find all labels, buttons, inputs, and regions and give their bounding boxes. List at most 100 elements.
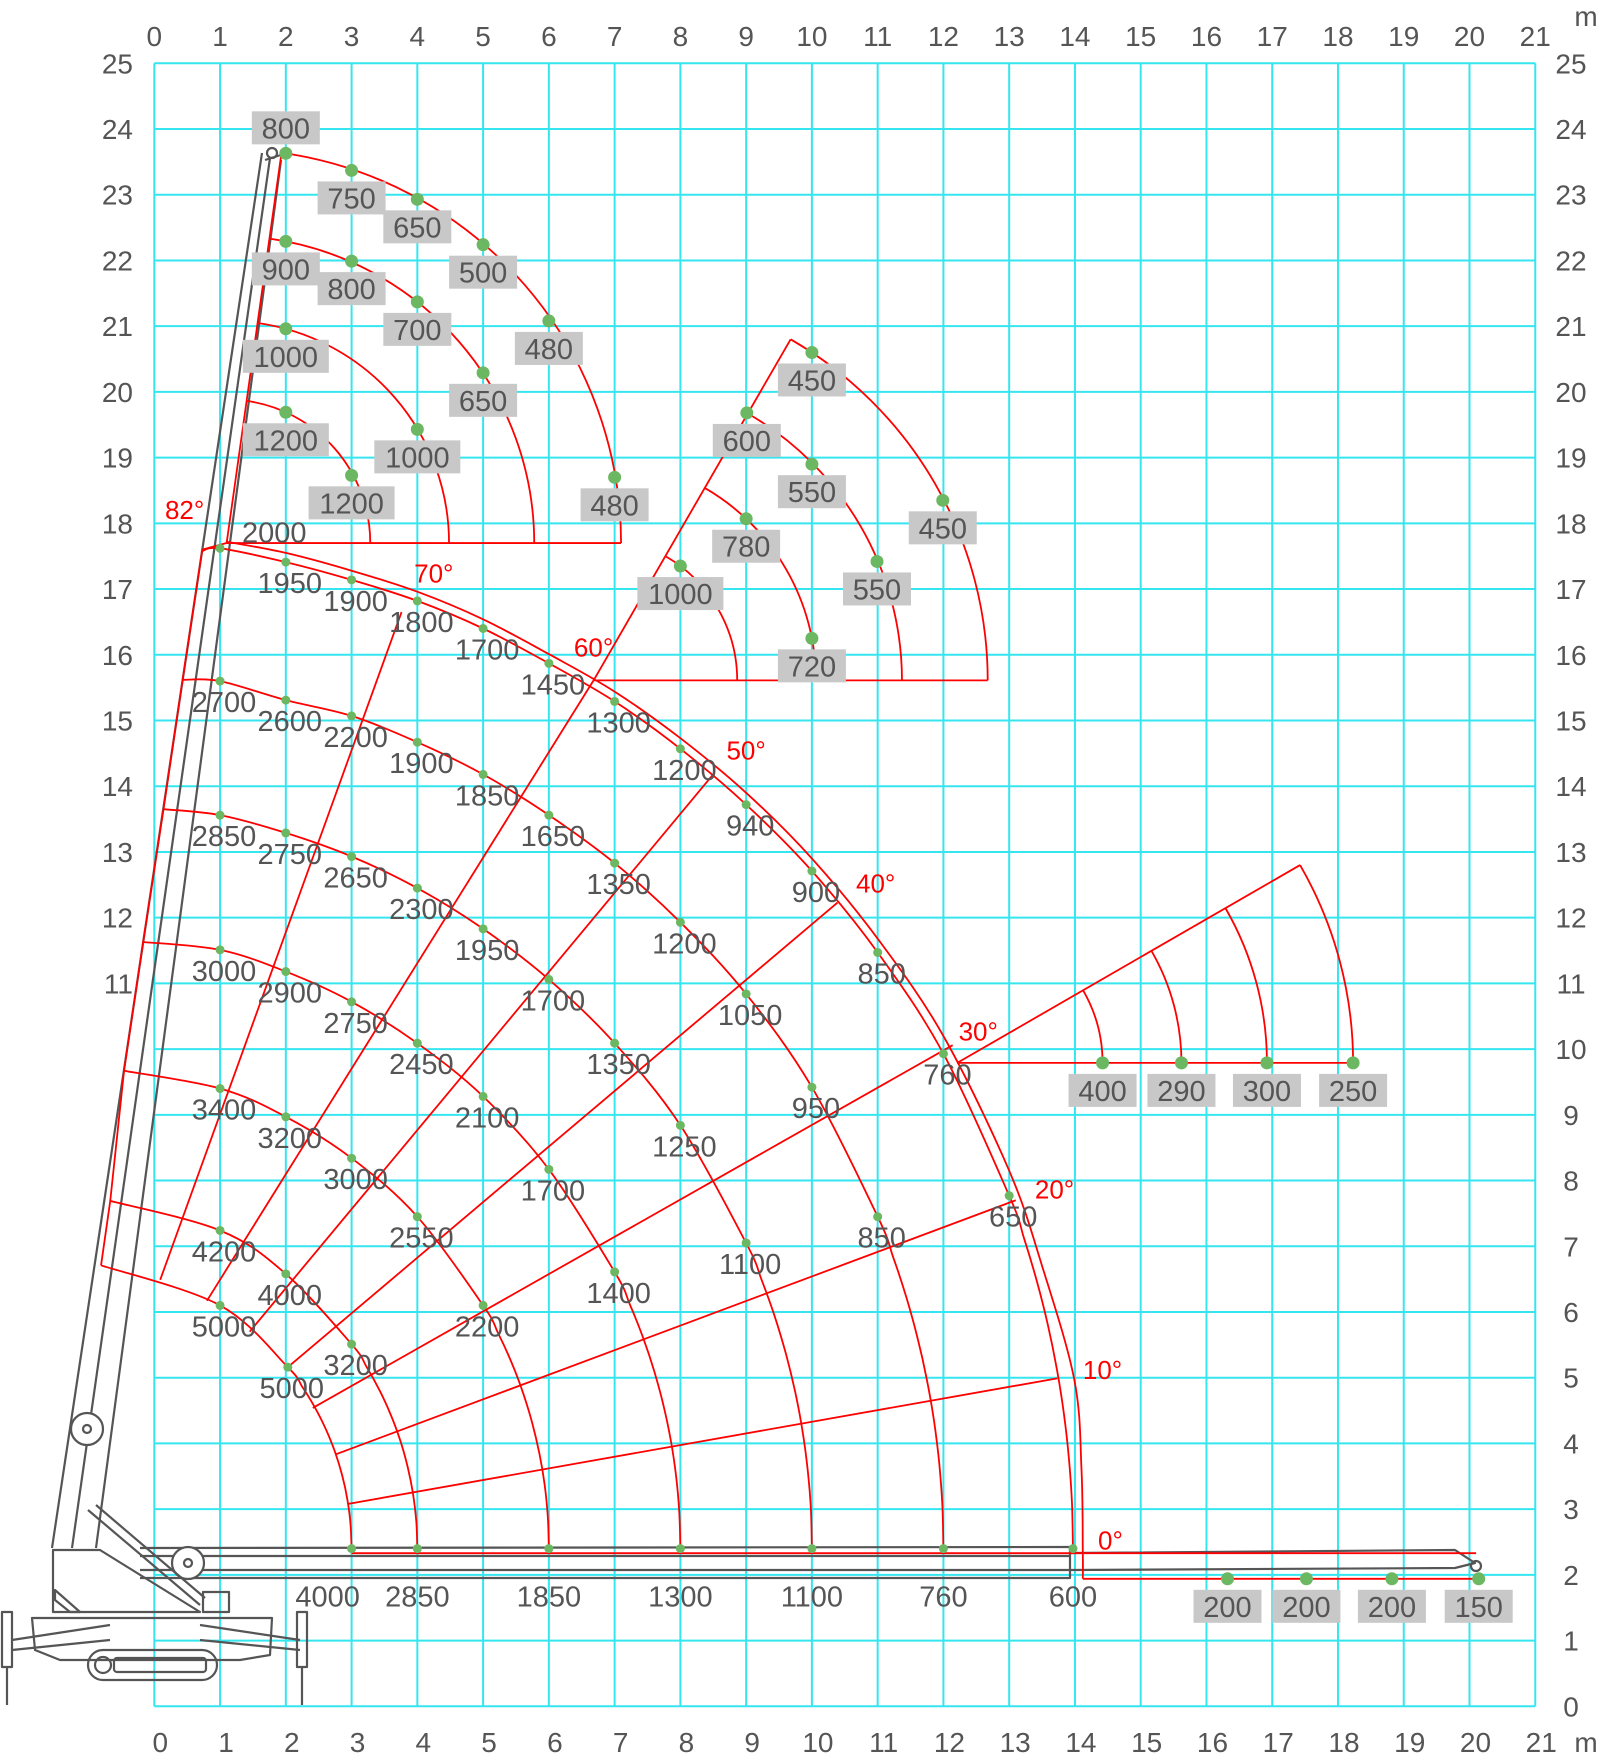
y-tick-label-right: 4	[1563, 1428, 1579, 1459]
y-tick-label-right: 24	[1555, 114, 1586, 145]
y-tick-label-right: 1	[1563, 1626, 1579, 1657]
load-label: 2100	[455, 1102, 520, 1134]
jib-load-point	[345, 468, 359, 482]
load-label-box	[1193, 1589, 1262, 1623]
load-label: 1850	[455, 780, 520, 812]
load-label: 940	[726, 811, 774, 843]
load-point	[610, 858, 620, 868]
load-label: 5000	[260, 1373, 325, 1405]
y-tick-label-right: 10	[1555, 1034, 1586, 1065]
load-point	[1068, 1544, 1078, 1554]
jib-load-arc	[1082, 989, 1104, 1063]
load-point	[544, 1544, 554, 1554]
y-tick-label-right: 6	[1563, 1297, 1579, 1328]
load-label: 3000	[323, 1164, 388, 1196]
x-tick-label-bottom: 7	[613, 1727, 629, 1758]
load-label: 3200	[323, 1350, 388, 1382]
boom-outline	[100, 542, 227, 1266]
y-tick-label-right: 25	[1555, 48, 1586, 79]
load-point	[347, 1339, 357, 1349]
y-tick-label-right: 11	[1556, 968, 1585, 999]
x-tick-label-top: 20	[1454, 21, 1485, 52]
luffing-cylinder	[95, 1504, 206, 1599]
load-point	[347, 997, 357, 1007]
axis-ticks: 0011223344556677889910101111121213131414…	[102, 1, 1598, 1758]
load-point	[215, 810, 225, 820]
load-point	[938, 1544, 948, 1554]
load-point	[347, 852, 357, 862]
load-label-box	[317, 272, 386, 306]
x-tick-label-top: 7	[607, 21, 623, 52]
load-label: 4000	[295, 1582, 360, 1614]
load-point	[478, 1091, 488, 1101]
load-label: 1000	[648, 579, 713, 611]
jib-load-arc	[664, 555, 739, 681]
load-point	[807, 866, 817, 876]
load-point	[544, 658, 554, 668]
load-label-box	[712, 529, 781, 563]
load-label: 760	[923, 1060, 971, 1092]
jib-load-point	[279, 322, 293, 336]
load-point	[675, 917, 685, 927]
load-point	[347, 1544, 357, 1554]
x-tick-label-top: 1	[212, 21, 228, 52]
load-label: 760	[919, 1582, 967, 1614]
y-tick-label-left: 14	[102, 771, 133, 802]
boom-angle-line	[159, 611, 403, 1281]
load-label: 1350	[586, 869, 651, 901]
jib-load-point	[608, 470, 622, 484]
load-point	[544, 974, 554, 984]
y-tick-label-right: 18	[1555, 508, 1586, 539]
load-label-box	[1357, 1589, 1426, 1623]
y-tick-label-right: 20	[1555, 377, 1586, 408]
jib-load-point	[476, 366, 490, 380]
load-label: 780	[722, 532, 770, 564]
load-label: 450	[788, 365, 836, 397]
x-tick-label-top: 0	[147, 21, 163, 52]
load-label: 2650	[323, 863, 388, 895]
x-tick-label-top: 15	[1125, 21, 1156, 52]
load-label: 1700	[521, 1175, 586, 1207]
load-label-box	[580, 488, 649, 522]
load-label: 2750	[323, 1008, 388, 1040]
load-label: 750	[327, 183, 375, 215]
load-label: 250	[1329, 1076, 1377, 1108]
load-label-box	[317, 181, 386, 215]
load-label: 290	[1157, 1076, 1205, 1108]
load-label-box	[383, 312, 452, 346]
load-label-box	[908, 511, 977, 545]
load-point	[675, 1120, 685, 1130]
load-label: 850	[857, 1223, 905, 1255]
load-label: 800	[262, 113, 310, 145]
y-tick-label-right: 2	[1563, 1560, 1579, 1591]
load-curves	[100, 151, 1479, 1580]
jib-load-point	[805, 631, 819, 645]
load-point	[215, 1300, 225, 1310]
load-point	[281, 1269, 291, 1279]
x-tick-label-bottom: 10	[802, 1727, 833, 1758]
y-tick-label-right: 0	[1563, 1691, 1579, 1722]
x-tick-label-top: 12	[928, 21, 959, 52]
load-point	[478, 769, 488, 779]
x-tick-label-bottom: 20	[1460, 1727, 1491, 1758]
load-label: 2200	[455, 1311, 520, 1343]
x-tick-label-top: 11	[863, 21, 892, 52]
jib-load-arc	[257, 322, 450, 544]
load-point	[412, 883, 422, 893]
x-tick-label-top: 18	[1322, 21, 1353, 52]
jib-load-arc	[1224, 907, 1268, 1063]
jib-line	[956, 864, 1301, 1064]
jib-load-point	[1174, 1056, 1188, 1070]
load-label: 1900	[323, 586, 388, 618]
load-label-box	[1272, 1589, 1341, 1623]
load-label: 1100	[719, 1249, 781, 1281]
load-label-box	[251, 252, 320, 286]
load-label: 650	[459, 386, 507, 418]
y-tick-label-left: 12	[102, 903, 133, 934]
load-label: 1300	[586, 707, 651, 739]
jib-load-point	[542, 314, 556, 328]
jib-load-point	[345, 254, 359, 268]
load-point	[478, 623, 488, 633]
horizontal-boom-sheave	[170, 1545, 206, 1581]
load-point	[347, 711, 357, 721]
